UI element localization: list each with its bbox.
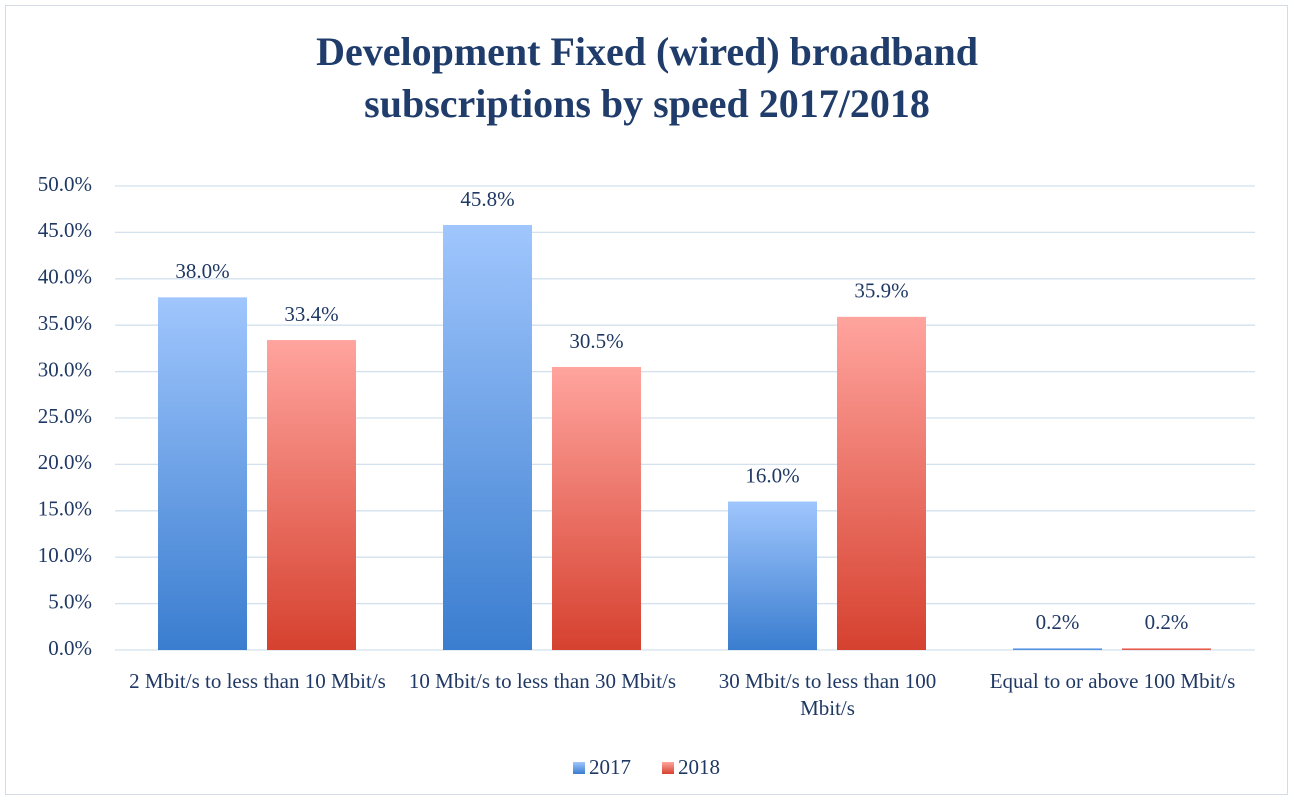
x-tick-label: Equal to or above 100 Mbit/s — [989, 669, 1236, 693]
data-label: 45.8% — [460, 187, 514, 211]
legend-swatch — [662, 762, 674, 774]
legend-swatch — [573, 762, 585, 774]
bar — [837, 316, 926, 650]
bar — [1013, 648, 1102, 650]
bar — [1122, 648, 1211, 650]
y-tick-label: 0.0% — [48, 636, 92, 660]
y-tick-label: 25.0% — [38, 404, 92, 428]
bar — [443, 224, 532, 650]
x-tick-label: 2 Mbit/s to less than 10 Mbit/s — [129, 669, 386, 693]
data-label: 0.2% — [1145, 610, 1189, 634]
y-tick-label: 10.0% — [38, 543, 92, 567]
y-tick-label: 15.0% — [38, 497, 92, 521]
y-tick-label: 35.0% — [38, 311, 92, 335]
y-tick-label: 50.0% — [38, 172, 92, 196]
x-tick-label: 30 Mbit/s to less than 100 Mbit/s — [718, 669, 937, 720]
data-label: 30.5% — [569, 329, 623, 353]
x-tick-label: 10 Mbit/s to less than 30 Mbit/s — [408, 669, 677, 693]
bar — [552, 366, 641, 650]
bar — [158, 297, 247, 650]
legend-label: 2018 — [678, 755, 720, 779]
y-tick-label: 5.0% — [48, 589, 92, 613]
y-tick-label: 30.0% — [38, 357, 92, 381]
data-label: 33.4% — [284, 302, 338, 326]
chart-title: Development Fixed (wired) broadband subs… — [316, 29, 978, 126]
y-tick-label: 45.0% — [38, 218, 92, 242]
bar — [267, 340, 356, 650]
data-label: 16.0% — [745, 463, 799, 487]
y-tick-label: 20.0% — [38, 450, 92, 474]
data-label: 38.0% — [175, 259, 229, 283]
y-tick-label: 40.0% — [38, 265, 92, 289]
legend-label: 2017 — [589, 755, 631, 779]
bar — [728, 501, 817, 650]
data-label: 35.9% — [854, 279, 908, 303]
chart-border — [5, 5, 1288, 795]
data-label: 0.2% — [1036, 610, 1080, 634]
